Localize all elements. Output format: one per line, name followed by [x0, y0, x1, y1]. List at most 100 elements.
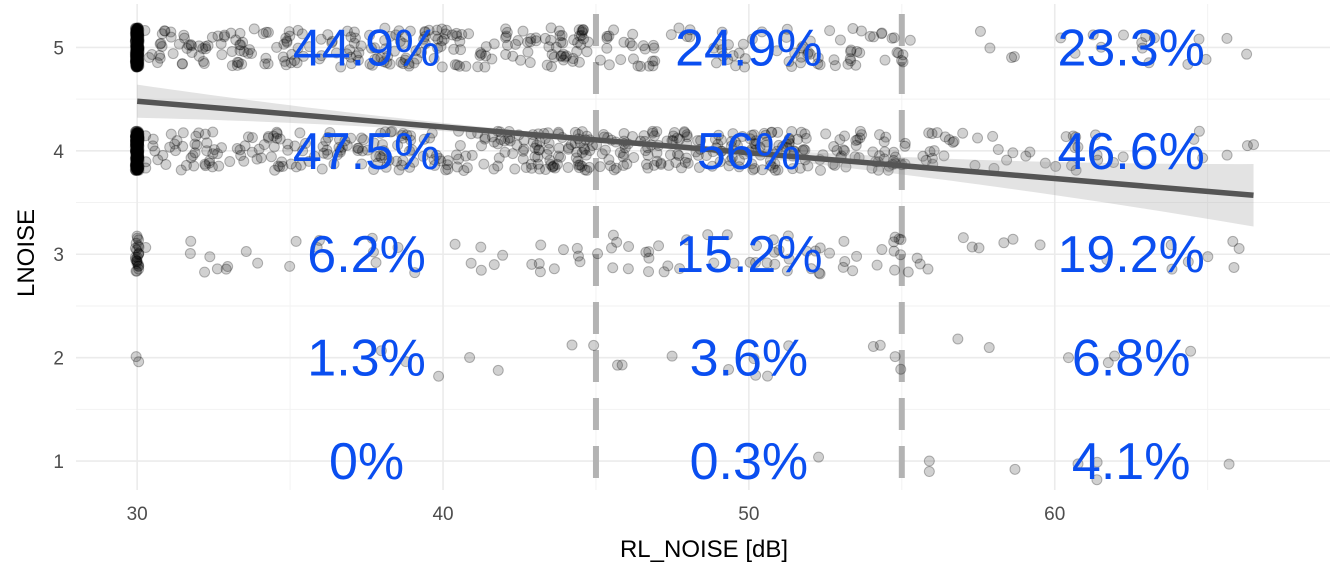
data-point	[504, 135, 516, 147]
data-point	[132, 154, 144, 166]
data-point	[130, 46, 142, 58]
data-point	[499, 135, 511, 147]
data-point	[403, 58, 415, 70]
data-point	[888, 32, 900, 44]
data-point	[180, 159, 192, 171]
data-point	[165, 26, 177, 38]
data-point	[576, 26, 588, 38]
data-point	[864, 30, 876, 42]
data-point	[381, 57, 393, 69]
data-point	[130, 56, 142, 68]
data-point	[132, 49, 144, 61]
data-point	[133, 132, 145, 144]
data-point	[133, 164, 145, 176]
data-point	[717, 50, 729, 62]
data-point	[132, 133, 144, 145]
data-point	[132, 133, 144, 145]
data-point	[642, 149, 654, 161]
data-point	[131, 47, 143, 59]
data-point	[219, 29, 231, 41]
data-point	[545, 61, 557, 73]
data-point	[440, 28, 452, 40]
data-point	[449, 59, 461, 71]
data-point	[879, 146, 891, 158]
data-point	[285, 158, 297, 170]
data-point	[455, 44, 467, 56]
data-point	[425, 147, 437, 159]
data-point	[132, 60, 144, 72]
percentage-label: 1.3%	[307, 330, 426, 388]
data-point	[131, 57, 143, 69]
data-point	[187, 150, 199, 162]
data-point	[131, 265, 143, 277]
data-point	[283, 26, 295, 38]
data-point	[622, 263, 634, 275]
data-point	[451, 30, 463, 42]
data-point	[548, 160, 560, 172]
data-point	[129, 140, 141, 152]
data-point	[183, 39, 195, 51]
percentage-label: 4.1%	[1072, 433, 1191, 491]
data-point	[130, 44, 142, 56]
data-point	[532, 158, 544, 170]
data-point	[1200, 53, 1212, 65]
data-point	[854, 125, 866, 137]
data-point	[132, 159, 144, 171]
data-point	[130, 135, 142, 147]
data-point	[133, 53, 145, 65]
data-point	[404, 145, 416, 157]
data-point	[132, 35, 144, 47]
data-point	[130, 131, 142, 143]
data-point	[133, 44, 145, 56]
data-point	[132, 26, 144, 38]
data-point	[557, 37, 569, 49]
data-point	[684, 24, 696, 36]
data-point	[380, 43, 392, 55]
data-point	[184, 247, 196, 259]
data-point	[397, 58, 409, 70]
data-point	[130, 160, 142, 172]
data-point	[132, 33, 144, 45]
data-point	[475, 264, 487, 276]
data-point	[130, 26, 142, 38]
data-point	[131, 39, 143, 51]
data-point	[401, 129, 413, 141]
data-point	[449, 238, 461, 250]
data-point	[262, 131, 274, 143]
data-point	[285, 57, 297, 69]
data-point	[317, 141, 329, 153]
data-point	[292, 24, 304, 36]
data-point	[132, 29, 144, 41]
data-point	[132, 36, 144, 48]
data-point	[129, 35, 141, 47]
data-point	[131, 156, 143, 168]
data-point	[432, 42, 444, 54]
data-point	[824, 247, 836, 259]
data-point	[1221, 149, 1233, 161]
data-point	[653, 240, 665, 252]
data-point	[572, 36, 584, 48]
data-point	[132, 33, 144, 45]
data-point	[419, 26, 431, 38]
data-point	[130, 141, 142, 153]
data-point	[133, 133, 145, 145]
data-point	[131, 60, 143, 72]
data-point	[493, 152, 505, 164]
data-point	[635, 60, 647, 72]
data-point	[546, 48, 558, 60]
data-point	[1034, 239, 1046, 251]
data-point	[397, 132, 409, 144]
data-point	[131, 160, 143, 172]
data-point	[199, 158, 211, 170]
data-point	[131, 24, 143, 36]
y-tick-label: 2	[53, 349, 64, 370]
data-point	[1055, 32, 1067, 44]
data-point	[204, 251, 216, 263]
data-point	[131, 42, 143, 54]
data-point	[579, 164, 591, 176]
data-point	[640, 158, 652, 170]
data-point	[132, 38, 144, 50]
y-tick-label: 3	[53, 245, 64, 266]
data-point	[130, 47, 142, 59]
data-point	[131, 127, 143, 139]
